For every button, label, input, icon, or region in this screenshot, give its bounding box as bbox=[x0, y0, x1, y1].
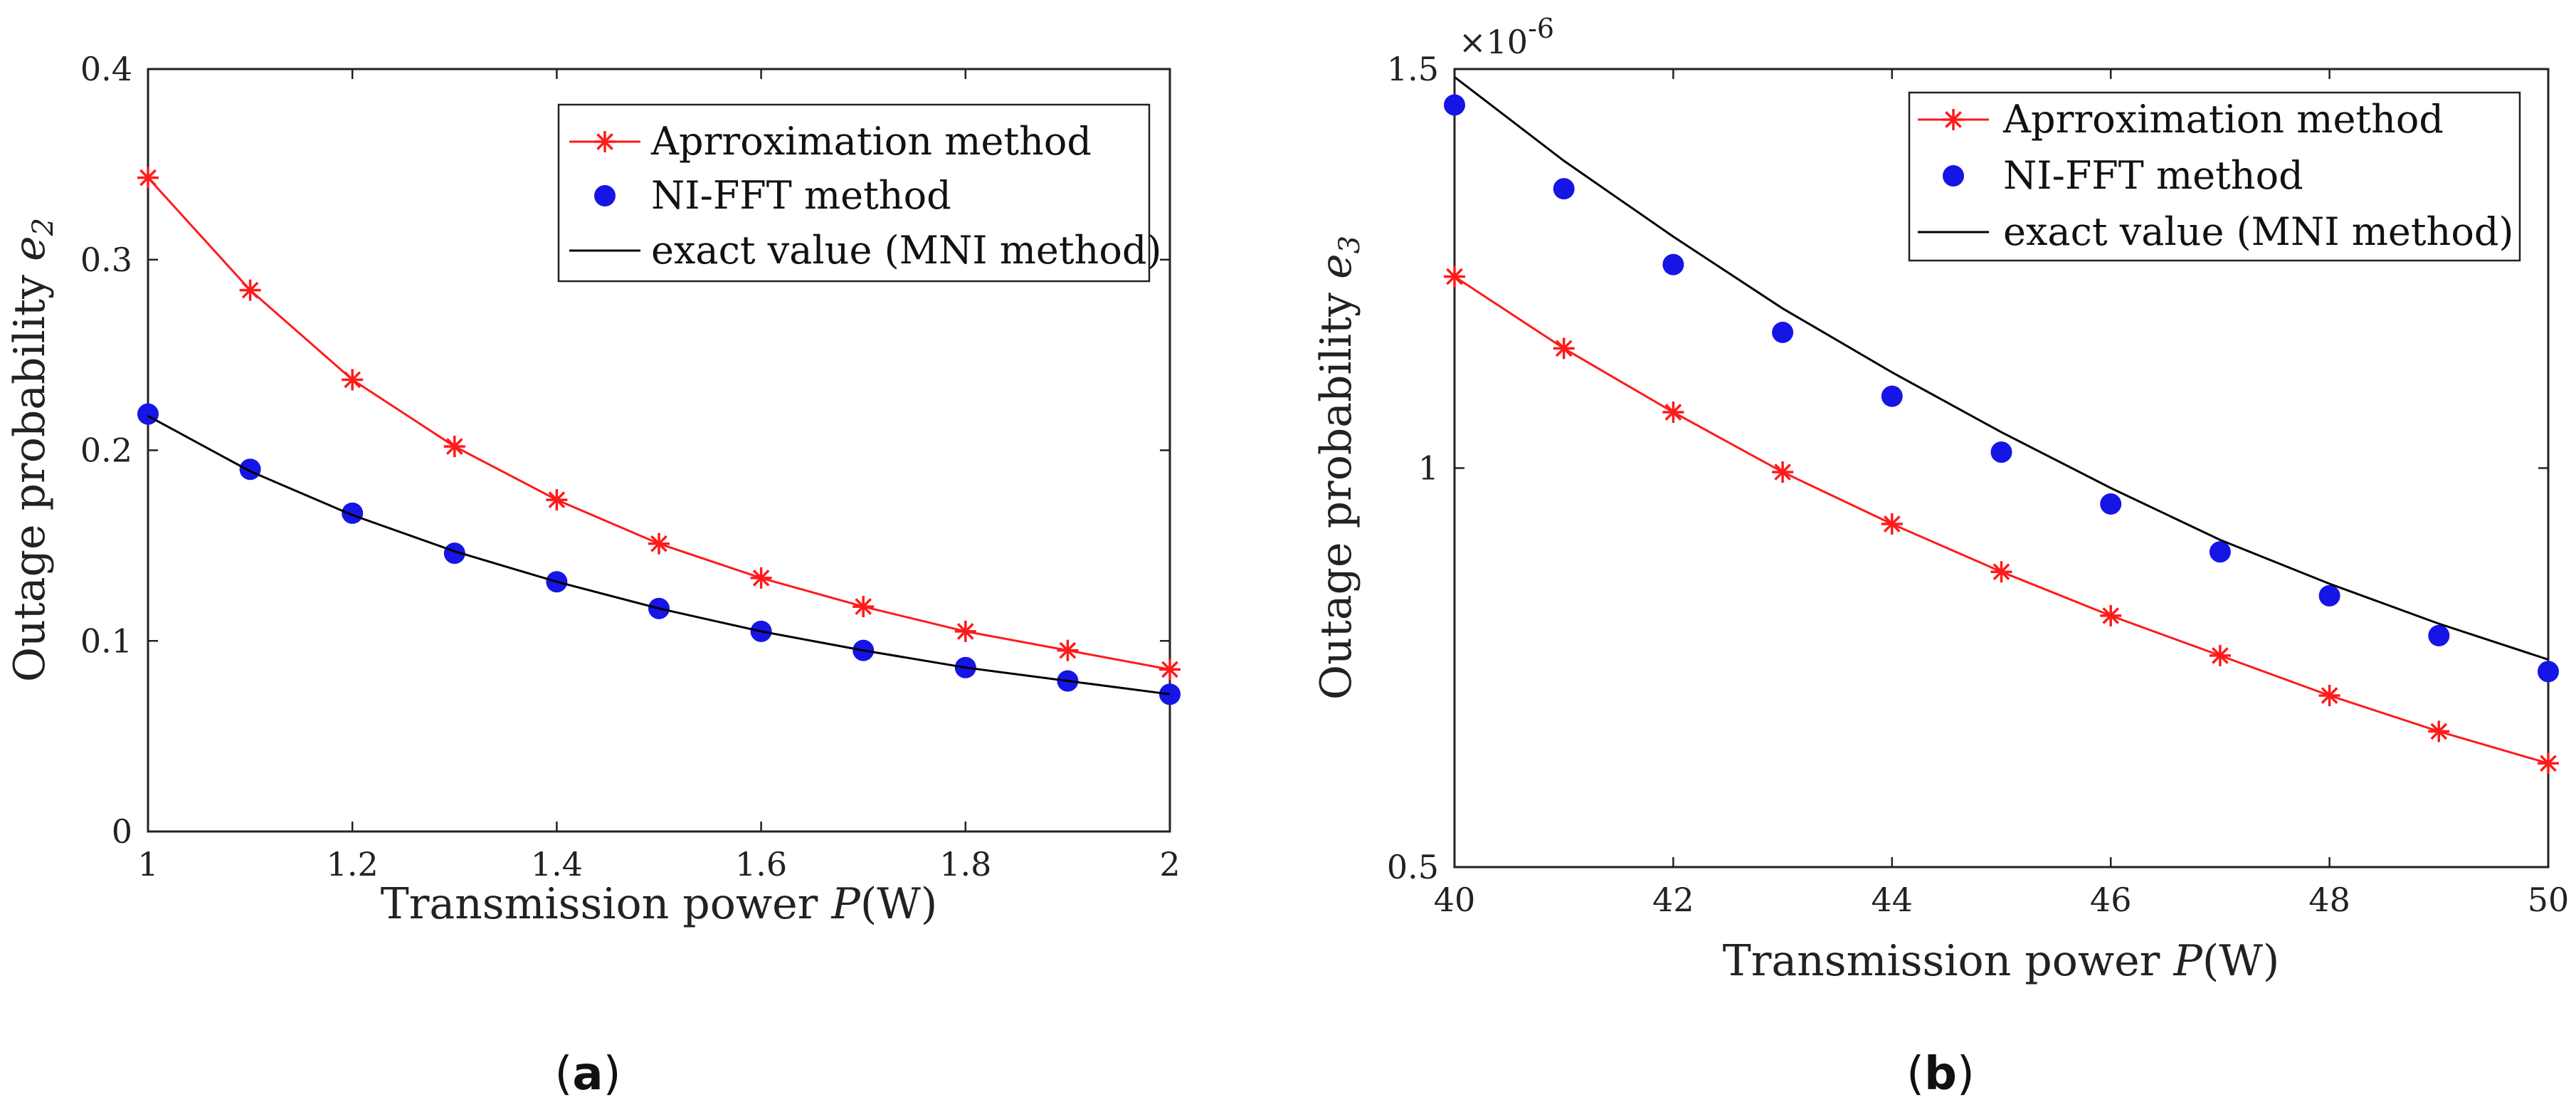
axis-ticks-b: 40 42 44 46 48 50 0.5 1 1.5 bbox=[1387, 50, 2569, 919]
legend-label-approx-a: Aprroximation method bbox=[650, 119, 1092, 164]
legend-label-niffts-a: NI-FFT method bbox=[651, 173, 951, 218]
point-niffts-b-4 bbox=[1881, 385, 1903, 407]
y-tick-label-a-2: 0.2 bbox=[80, 431, 132, 470]
legend-entry-approx-a: Aprroximation method bbox=[569, 119, 1092, 164]
x-tick-label-a-4: 1.8 bbox=[939, 845, 991, 883]
point-approx-a-0 bbox=[137, 167, 159, 189]
legend-star-icon-a bbox=[594, 131, 616, 152]
point-niffts-a-2 bbox=[342, 502, 364, 524]
point-niffts-b-0 bbox=[1444, 94, 1465, 116]
x-tick-label-b-0: 40 bbox=[1434, 881, 1476, 919]
point-approx-a-4 bbox=[546, 489, 568, 511]
point-niffts-b-10 bbox=[2538, 661, 2559, 683]
y-tick-label-a-4: 0.4 bbox=[80, 50, 132, 88]
y-axis-label-a: Outage probability e2 bbox=[5, 218, 60, 682]
legend-star-glyph bbox=[1943, 109, 1964, 130]
legend-entry-niffts-a: NI-FFT method bbox=[594, 173, 951, 218]
legend-star-glyph bbox=[594, 131, 616, 152]
point-approx-b-5 bbox=[1990, 561, 2012, 583]
point-approx-b-4 bbox=[1881, 513, 1903, 535]
legend-entry-niffts-b: NI-FFT method bbox=[1943, 153, 2303, 198]
point-approx-a-5 bbox=[648, 532, 670, 555]
x-tick-label-b-3: 46 bbox=[2090, 881, 2132, 919]
x-tick-label-a-3: 1.6 bbox=[735, 845, 787, 883]
point-niffts-a-0 bbox=[137, 403, 159, 425]
point-niffts-b-2 bbox=[1662, 253, 1684, 276]
point-niffts-b-9 bbox=[2428, 624, 2450, 646]
point-approx-b-7 bbox=[2209, 644, 2231, 666]
point-niffts-b-1 bbox=[1553, 178, 1575, 200]
legend-a: Aprroximation method NI-FFT method exact… bbox=[557, 103, 1161, 283]
point-niffts-b-5 bbox=[1990, 441, 2012, 463]
y-axis-label-b: Outage probability e3 bbox=[1311, 236, 1366, 700]
point-approx-a-3 bbox=[443, 436, 465, 458]
legend-dot-icon-a bbox=[594, 185, 616, 206]
x-tick-label-b-1: 42 bbox=[1652, 881, 1694, 919]
y-tick-label-a-1: 0.1 bbox=[80, 621, 132, 660]
point-niffts-b-7 bbox=[2209, 541, 2231, 563]
y-tick-label-a-0: 0 bbox=[112, 812, 132, 851]
legend-entry-exact-b: exact value (MNI method) bbox=[1918, 209, 2513, 254]
x-tick-label-a-0: 1 bbox=[137, 845, 158, 883]
series-line-a-2 bbox=[147, 414, 1171, 696]
point-approx-b-6 bbox=[2100, 604, 2122, 626]
point-approx-a-10 bbox=[1159, 659, 1181, 681]
legend-b: Aprroximation method NI-FFT method exact… bbox=[1908, 91, 2521, 262]
point-niffts-a-1 bbox=[239, 458, 261, 481]
x-axis-label-b: Transmission power P(W) bbox=[1723, 936, 2280, 986]
series-marks-a bbox=[137, 167, 1181, 705]
x-tick-label-a-5: 2 bbox=[1159, 845, 1180, 883]
point-niffts-b-6 bbox=[2100, 493, 2122, 515]
chart-panel-a: 1 1.2 1.4 1.6 1.8 2 0 0.1 0.2 0.3 0.4 Aprroximatio… bbox=[5, 50, 1181, 1101]
axis-ticks-a: 1 1.2 1.4 1.6 1.8 2 0 0.1 0.2 0.3 0.4 bbox=[80, 50, 1181, 883]
y-exponent-label-b: ×10-6 bbox=[1459, 13, 1554, 61]
legend-label-exact-b: exact value (MNI method) bbox=[2003, 209, 2513, 254]
legend-entry-approx-b: Aprroximation method bbox=[1918, 97, 2444, 142]
x-axis-label-a: Transmission power P(W) bbox=[381, 879, 938, 929]
point-approx-a-6 bbox=[750, 567, 772, 589]
point-niffts-a-10 bbox=[1159, 683, 1181, 705]
legend-star-icon-b bbox=[1943, 109, 1964, 130]
legend-label-approx-b: Aprroximation method bbox=[2002, 97, 2444, 142]
point-niffts-a-3 bbox=[443, 542, 465, 565]
caption-b: (b) bbox=[1906, 1048, 1975, 1101]
point-approx-b-3 bbox=[1772, 461, 1794, 483]
x-tick-label-b-4: 48 bbox=[2308, 881, 2350, 919]
legend-box-a bbox=[557, 103, 1151, 283]
point-approx-b-9 bbox=[2428, 720, 2450, 743]
y-tick-label-b-0: 0.5 bbox=[1387, 848, 1439, 886]
point-approx-b-1 bbox=[1553, 337, 1575, 360]
point-approx-a-2 bbox=[342, 369, 364, 391]
point-niffts-b-8 bbox=[2318, 584, 2340, 607]
point-niffts-b-3 bbox=[1772, 321, 1794, 343]
x-tick-label-b-2: 44 bbox=[1872, 881, 1913, 919]
chart-panel-b: 40 42 44 46 48 50 0.5 1 1.5 ×10-6 Aprroximation … bbox=[1311, 13, 2569, 1101]
y-tick-label-a-3: 0.3 bbox=[80, 241, 132, 279]
legend-label-niffts-b: NI-FFT method bbox=[2003, 153, 2303, 198]
point-approx-b-8 bbox=[2318, 685, 2340, 706]
y-tick-label-b-2: 1.5 bbox=[1387, 50, 1439, 88]
x-tick-label-a-2: 1.4 bbox=[531, 845, 583, 883]
point-approx-b-0 bbox=[1444, 266, 1465, 288]
x-tick-label-b-5: 50 bbox=[2528, 881, 2570, 919]
caption-a: (a) bbox=[554, 1048, 621, 1101]
point-approx-b-10 bbox=[2538, 752, 2559, 775]
point-approx-a-7 bbox=[852, 596, 875, 618]
series-marks-b bbox=[1444, 76, 2559, 775]
point-approx-b-2 bbox=[1662, 402, 1684, 423]
point-approx-a-1 bbox=[239, 279, 261, 301]
x-tick-label-a-1: 1.2 bbox=[327, 845, 379, 883]
legend-box-b bbox=[1908, 91, 2521, 262]
legend-entry-exact-a: exact value (MNI method) bbox=[569, 228, 1161, 273]
point-approx-a-9 bbox=[1057, 639, 1079, 661]
point-approx-a-8 bbox=[954, 620, 976, 642]
series-line-b-2 bbox=[1454, 76, 2549, 661]
legend-label-exact-a: exact value (MNI method) bbox=[651, 228, 1161, 273]
y-tick-label-b-1: 1 bbox=[1418, 449, 1439, 488]
legend-dot-icon-b bbox=[1943, 165, 1964, 187]
